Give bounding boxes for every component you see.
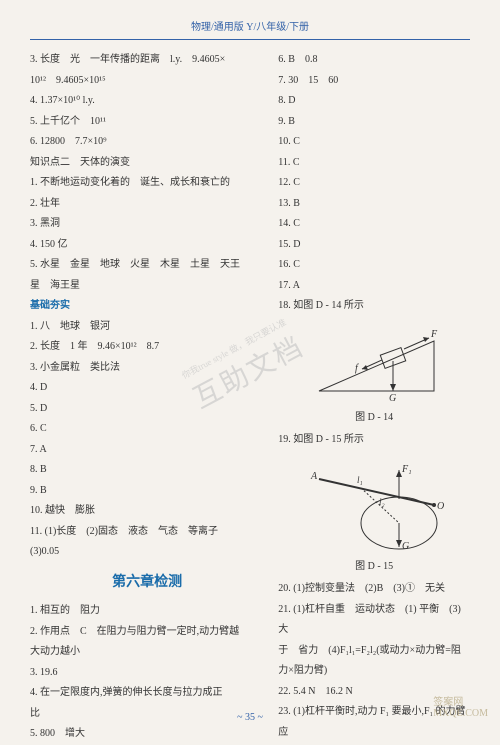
text-line: 6. B 0.8 [278,50,470,71]
text-line: 4. D [30,378,264,399]
text-line: 5. 800 增大 [30,724,264,745]
svg-text:f: f [355,363,359,374]
text-line: 10. 越快 膨胀 [30,501,264,522]
text-line: 15. D [278,235,470,256]
svg-text:F: F [430,329,438,340]
text-line: 13. B [278,194,470,215]
logo-line1: 签案网 [433,693,488,708]
svg-text:G: G [402,541,409,552]
figure-d15: A F₁ l₁ l₂ G O 图 D - 15 [278,455,470,578]
text-line: 5. 上千亿个 10¹¹ [30,112,264,133]
section-title: 第六章检测 [30,569,264,598]
page-number: ~ 35 ~ [0,712,500,723]
text-line: 5. 水星 金星 地球 火星 木星 土星 天王 [30,255,264,276]
text-line: (3)0.05 [30,542,264,563]
text-line: 4. 1.37×10¹⁰ l.y. [30,91,264,112]
text-line: 20. (1)控制变量法 (2)B (3)① 无关 [278,579,470,600]
figure-caption: 图 D - 14 [278,408,470,429]
text-line: 11. C [278,153,470,174]
text-line: 7. A [30,440,264,461]
text-line: 2. 作用点 C 在阻力与阻力臂一定时,动力臂越 [30,622,264,643]
text-line: 6. C [30,419,264,440]
lever-diagram-icon: A F₁ l₁ l₂ G O [299,455,449,555]
sub-heading: 基础夯实 [30,296,264,317]
text-line: 1. 相互的 阻力 [30,601,264,622]
right-column: 6. B 0.8 7. 30 15 60 8. D 9. B 10. C 11.… [278,50,470,745]
text-line: 知识点二 天体的演变 [30,153,264,174]
svg-text:G: G [389,393,396,404]
text-line: 4. 150 亿 [30,235,264,256]
text-line: 17. A [278,276,470,297]
text-line: 2. 壮年 [30,194,264,215]
page-header: 物理/通用版 Y/八年级/下册 [30,18,470,40]
text-line: 3. 19.6 [30,663,264,684]
text-line: 7. 30 15 60 [278,71,470,92]
svg-text:l₁: l₁ [357,475,363,485]
text-line: 5. D [30,399,264,420]
svg-text:O: O [437,501,444,512]
text-line: 9. B [278,112,470,133]
site-logo: 签案网 MXQE.COM [433,693,488,719]
text-line: 3. 小金属粒 类比法 [30,358,264,379]
logo-line2: MXQE.COM [433,708,488,719]
text-line: 星 海王星 [30,276,264,297]
text-line: 9. B [30,481,264,502]
figure-d14: F f G 图 D - 14 [278,321,470,429]
text-line: 1. 八 地球 银河 [30,317,264,338]
svg-text:A: A [310,471,318,482]
text-line: 16. C [278,255,470,276]
text-line: 10¹² 9.4605×10¹⁵ [30,71,264,92]
text-line: 21. (1)杠杆自重 运动状态 (1) 平衡 (3)大 [278,600,470,641]
text-line: 19. 如图 D - 15 所示 [278,430,470,451]
text-line: 8. B [30,460,264,481]
text-line: 3. 黑洞 [30,214,264,235]
text-line: 于 省力 (4)F₁l₁=F₂l₂(或动力×动力臂=阻 [278,641,470,662]
figure-caption: 图 D - 15 [278,557,470,578]
text-line: 大动力越小 [30,642,264,663]
text-line: 11. (1)长度 (2)固态 液态 气态 等离子 [30,522,264,543]
text-line: 力×阻力臂) [278,661,470,682]
text-line: 12. C [278,173,470,194]
text-line: 4. 在一定限度内,弹簧的伸长长度与拉力成正 [30,683,264,704]
svg-text:F₁: F₁ [401,464,412,475]
text-line: 10. C [278,132,470,153]
text-line: 1. 不断地运动变化着的 诞生、成长和衰亡的 [30,173,264,194]
text-line: 3. 长度 光 一年传播的距离 l.y. 9.4605× [30,50,264,71]
text-line: 18. 如图 D - 14 所示 [278,296,470,317]
text-line: 14. C [278,214,470,235]
content-area: 3. 长度 光 一年传播的距离 l.y. 9.4605× 10¹² 9.4605… [30,50,470,745]
text-line: 2. 长度 1 年 9.46×10¹² 8.7 [30,337,264,358]
incline-diagram-icon: F f G [299,321,449,406]
text-line: 8. D [278,91,470,112]
text-line: 6. 12800 7.7×10⁹ [30,132,264,153]
left-column: 3. 长度 光 一年传播的距离 l.y. 9.4605× 10¹² 9.4605… [30,50,264,745]
